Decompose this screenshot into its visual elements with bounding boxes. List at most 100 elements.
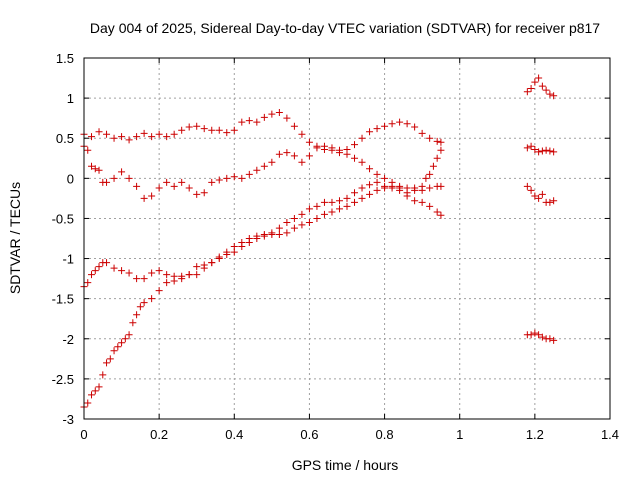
y-tick-label: -1.5 (52, 292, 74, 307)
data-point (396, 182, 404, 190)
data-point (238, 118, 246, 126)
data-point (193, 271, 201, 279)
data-point (193, 263, 201, 271)
y-tick-label: -0.5 (52, 211, 74, 226)
data-point (283, 218, 291, 226)
y-tick-label: 0 (67, 171, 74, 186)
data-point (170, 182, 178, 190)
data-point (328, 198, 336, 206)
data-point (283, 229, 291, 237)
data-point (110, 174, 118, 182)
grid (83, 57, 611, 420)
plot-frame (83, 57, 611, 420)
data-point (373, 178, 381, 186)
data-point (298, 210, 306, 218)
data-point (253, 118, 261, 126)
data-point (133, 311, 141, 319)
series-sat-d (80, 182, 558, 411)
data-point (546, 335, 554, 343)
data-point (163, 178, 171, 186)
data-point (129, 319, 137, 327)
data-point (550, 197, 558, 205)
data-point (223, 129, 231, 137)
data-point (155, 287, 163, 295)
data-point (155, 184, 163, 192)
data-point (535, 74, 543, 82)
data-point (268, 158, 276, 166)
data-point (366, 181, 374, 189)
data-point (351, 141, 359, 149)
data-point (535, 148, 543, 156)
data-point (118, 168, 126, 176)
data-point (373, 125, 381, 133)
x-tick-label: 1.4 (601, 427, 619, 442)
data-point (366, 190, 374, 198)
data-point (343, 194, 351, 202)
data-point (148, 192, 156, 200)
data-point (290, 224, 298, 232)
data-point (110, 264, 118, 272)
data-point (230, 248, 238, 256)
data-point (200, 125, 208, 133)
data-point (140, 194, 148, 202)
data-point (125, 269, 133, 277)
data-point (140, 275, 148, 283)
data-point (550, 336, 558, 344)
data-point (538, 147, 546, 155)
data-point (95, 128, 103, 136)
data-point (95, 166, 103, 174)
data-point (523, 144, 531, 152)
data-point (103, 359, 111, 367)
data-point (351, 189, 359, 197)
data-point (411, 123, 419, 131)
data-point (542, 146, 550, 154)
data-point (426, 202, 434, 210)
data-point (538, 333, 546, 341)
data-point (245, 117, 253, 125)
y-tick-label: 0.5 (56, 131, 74, 146)
data-point (193, 122, 201, 130)
data-point (403, 120, 411, 128)
data-point (305, 205, 313, 213)
data-point (381, 184, 389, 192)
data-point (418, 129, 426, 137)
data-point (193, 190, 201, 198)
data-point (305, 218, 313, 226)
data-point (411, 184, 419, 192)
data-point (313, 144, 321, 152)
data-point (550, 148, 558, 156)
data-point (531, 192, 539, 200)
y-tick-label: -1 (62, 252, 74, 267)
data-point (320, 198, 328, 206)
data-point (200, 189, 208, 197)
data-point (91, 165, 99, 173)
data-point (215, 176, 223, 184)
data-point (373, 170, 381, 178)
data-point (103, 130, 111, 138)
data-point (290, 122, 298, 130)
data-point (437, 138, 445, 146)
data-point (411, 197, 419, 205)
data-point (343, 150, 351, 158)
data-point (305, 152, 313, 160)
y-tick-label: 1 (67, 91, 74, 106)
data-point (253, 166, 261, 174)
data-point (230, 173, 238, 181)
y-tick-label: -2.5 (52, 372, 74, 387)
data-point (230, 126, 238, 134)
data-point (538, 190, 546, 198)
chart-title: Day 004 of 2025, Sidereal Day-to-day VTE… (90, 20, 600, 36)
x-tick-label: 0 (80, 427, 87, 442)
data-point (178, 275, 186, 283)
data-point (437, 146, 445, 154)
data-point (155, 267, 163, 275)
data-point (148, 269, 156, 277)
data-point (343, 202, 351, 210)
data-point (208, 178, 216, 186)
data-point (260, 162, 268, 170)
data-point (215, 255, 223, 263)
data-point (328, 208, 336, 216)
data-point (185, 271, 193, 279)
data-point (527, 142, 535, 150)
data-point (200, 261, 208, 269)
